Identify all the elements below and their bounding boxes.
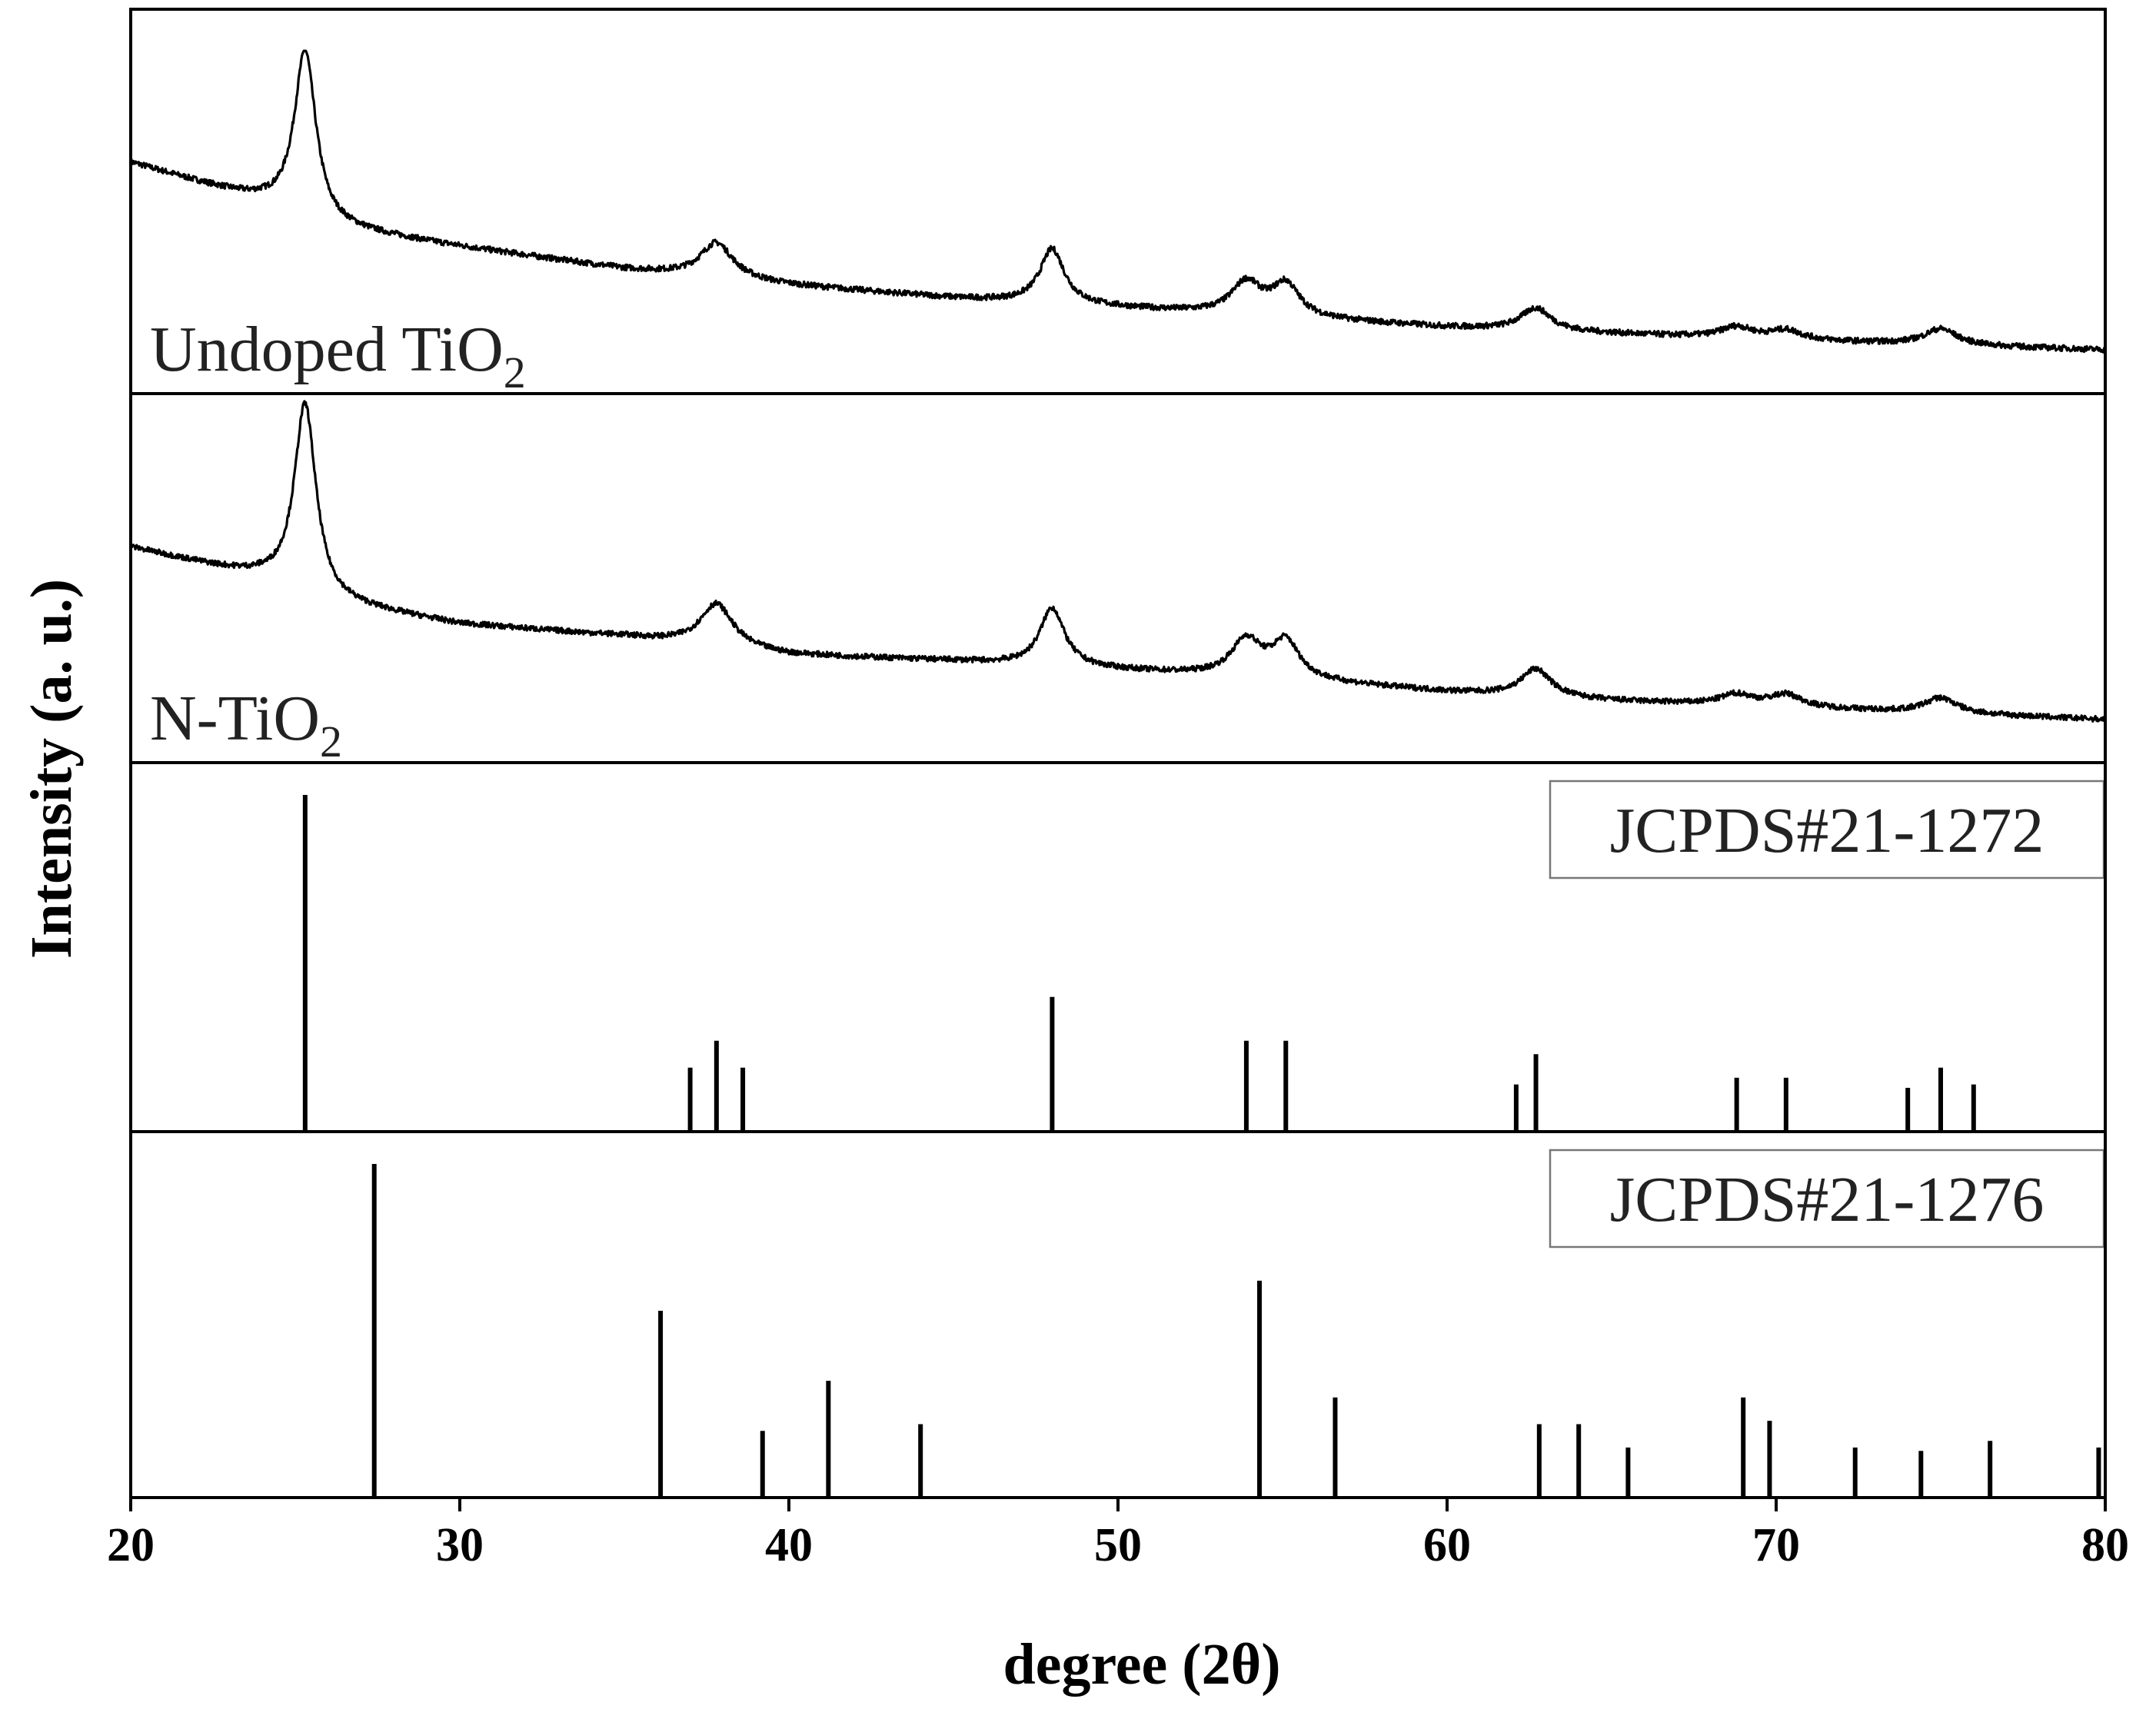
y-axis-title: Intensity (a. u.)	[19, 579, 84, 959]
x-tick-label-80: 80	[2081, 1519, 2129, 1571]
pattern-label-2: N-TiO2	[150, 683, 342, 766]
xrd-trace-2	[129, 400, 2106, 723]
pattern-label-1: Undoped TiO2	[150, 314, 526, 397]
x-axis: 20 30 40 50 60 70 80	[107, 1498, 2129, 1571]
panel-frame-2	[129, 392, 2107, 764]
x-tick-label-20: 20	[107, 1519, 155, 1571]
x-axis-title: degree (2θ)	[1003, 1632, 1280, 1697]
panel-3: JCPDS#21-1272	[129, 761, 2107, 1133]
x-tick-label-60: 60	[1423, 1519, 1471, 1571]
panels-layer: Undoped TiO2 N-TiO2 JCPDS#21-1272 JCPDS#21-…	[129, 8, 2107, 1499]
reference-label-box-2	[1549, 1149, 2105, 1249]
x-tick-label-70: 70	[1752, 1519, 1800, 1571]
panel-2: N-TiO2	[129, 392, 2107, 766]
x-tick-label-40: 40	[765, 1519, 813, 1571]
x-tick-label-50: 50	[1094, 1519, 1142, 1571]
panel-4: JCPDS#21-1276	[129, 1130, 2107, 1499]
reference-label-box-1	[1549, 780, 2105, 879]
reference-label-2: JCPDS#21-1276	[1610, 1164, 2045, 1235]
panel-1: Undoped TiO2	[129, 8, 2107, 397]
x-tick-label-30: 30	[436, 1519, 484, 1571]
xrd-trace-1	[129, 49, 2107, 354]
reference-label-1: JCPDS#21-1272	[1610, 795, 2045, 866]
